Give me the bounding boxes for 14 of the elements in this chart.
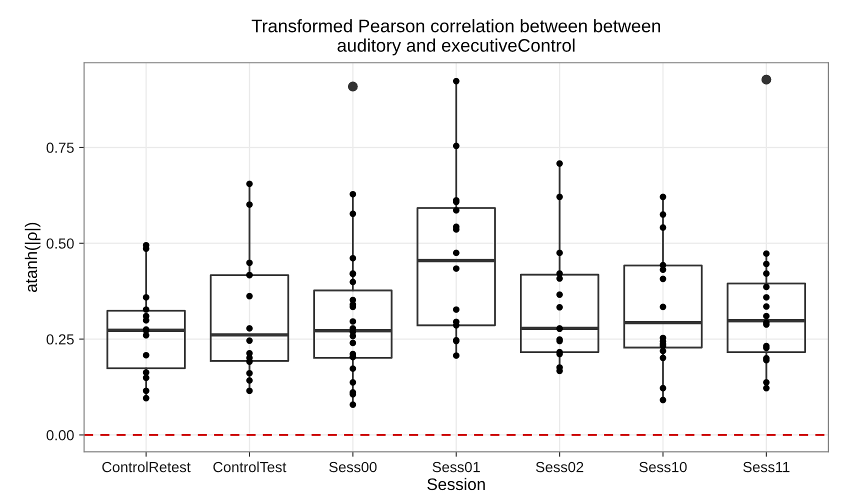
x-tick-label: Sess00 [329, 462, 377, 472]
x-tick-label: Sess02 [536, 462, 584, 472]
y-tick-label: 0.25 [46, 334, 74, 345]
x-tick-label: ControlTest [213, 462, 286, 472]
x-tick-label: Sess11 [743, 462, 790, 472]
chart-title: Transformed Pearson correlation between between auditory and executiveControl [252, 19, 660, 56]
x-tick-label: ControlRetest [102, 462, 191, 472]
y-tick-label: 0.75 [46, 142, 74, 153]
y-tick-label: 0.00 [46, 430, 74, 440]
y-axis-title: atanh(|ρ|) [24, 222, 40, 292]
x-tick-label: Sess01 [432, 462, 480, 472]
x-axis-title: Session [427, 478, 485, 490]
y-tick-label: 0.50 [46, 238, 74, 249]
x-tick-label: Sess10 [639, 462, 687, 472]
